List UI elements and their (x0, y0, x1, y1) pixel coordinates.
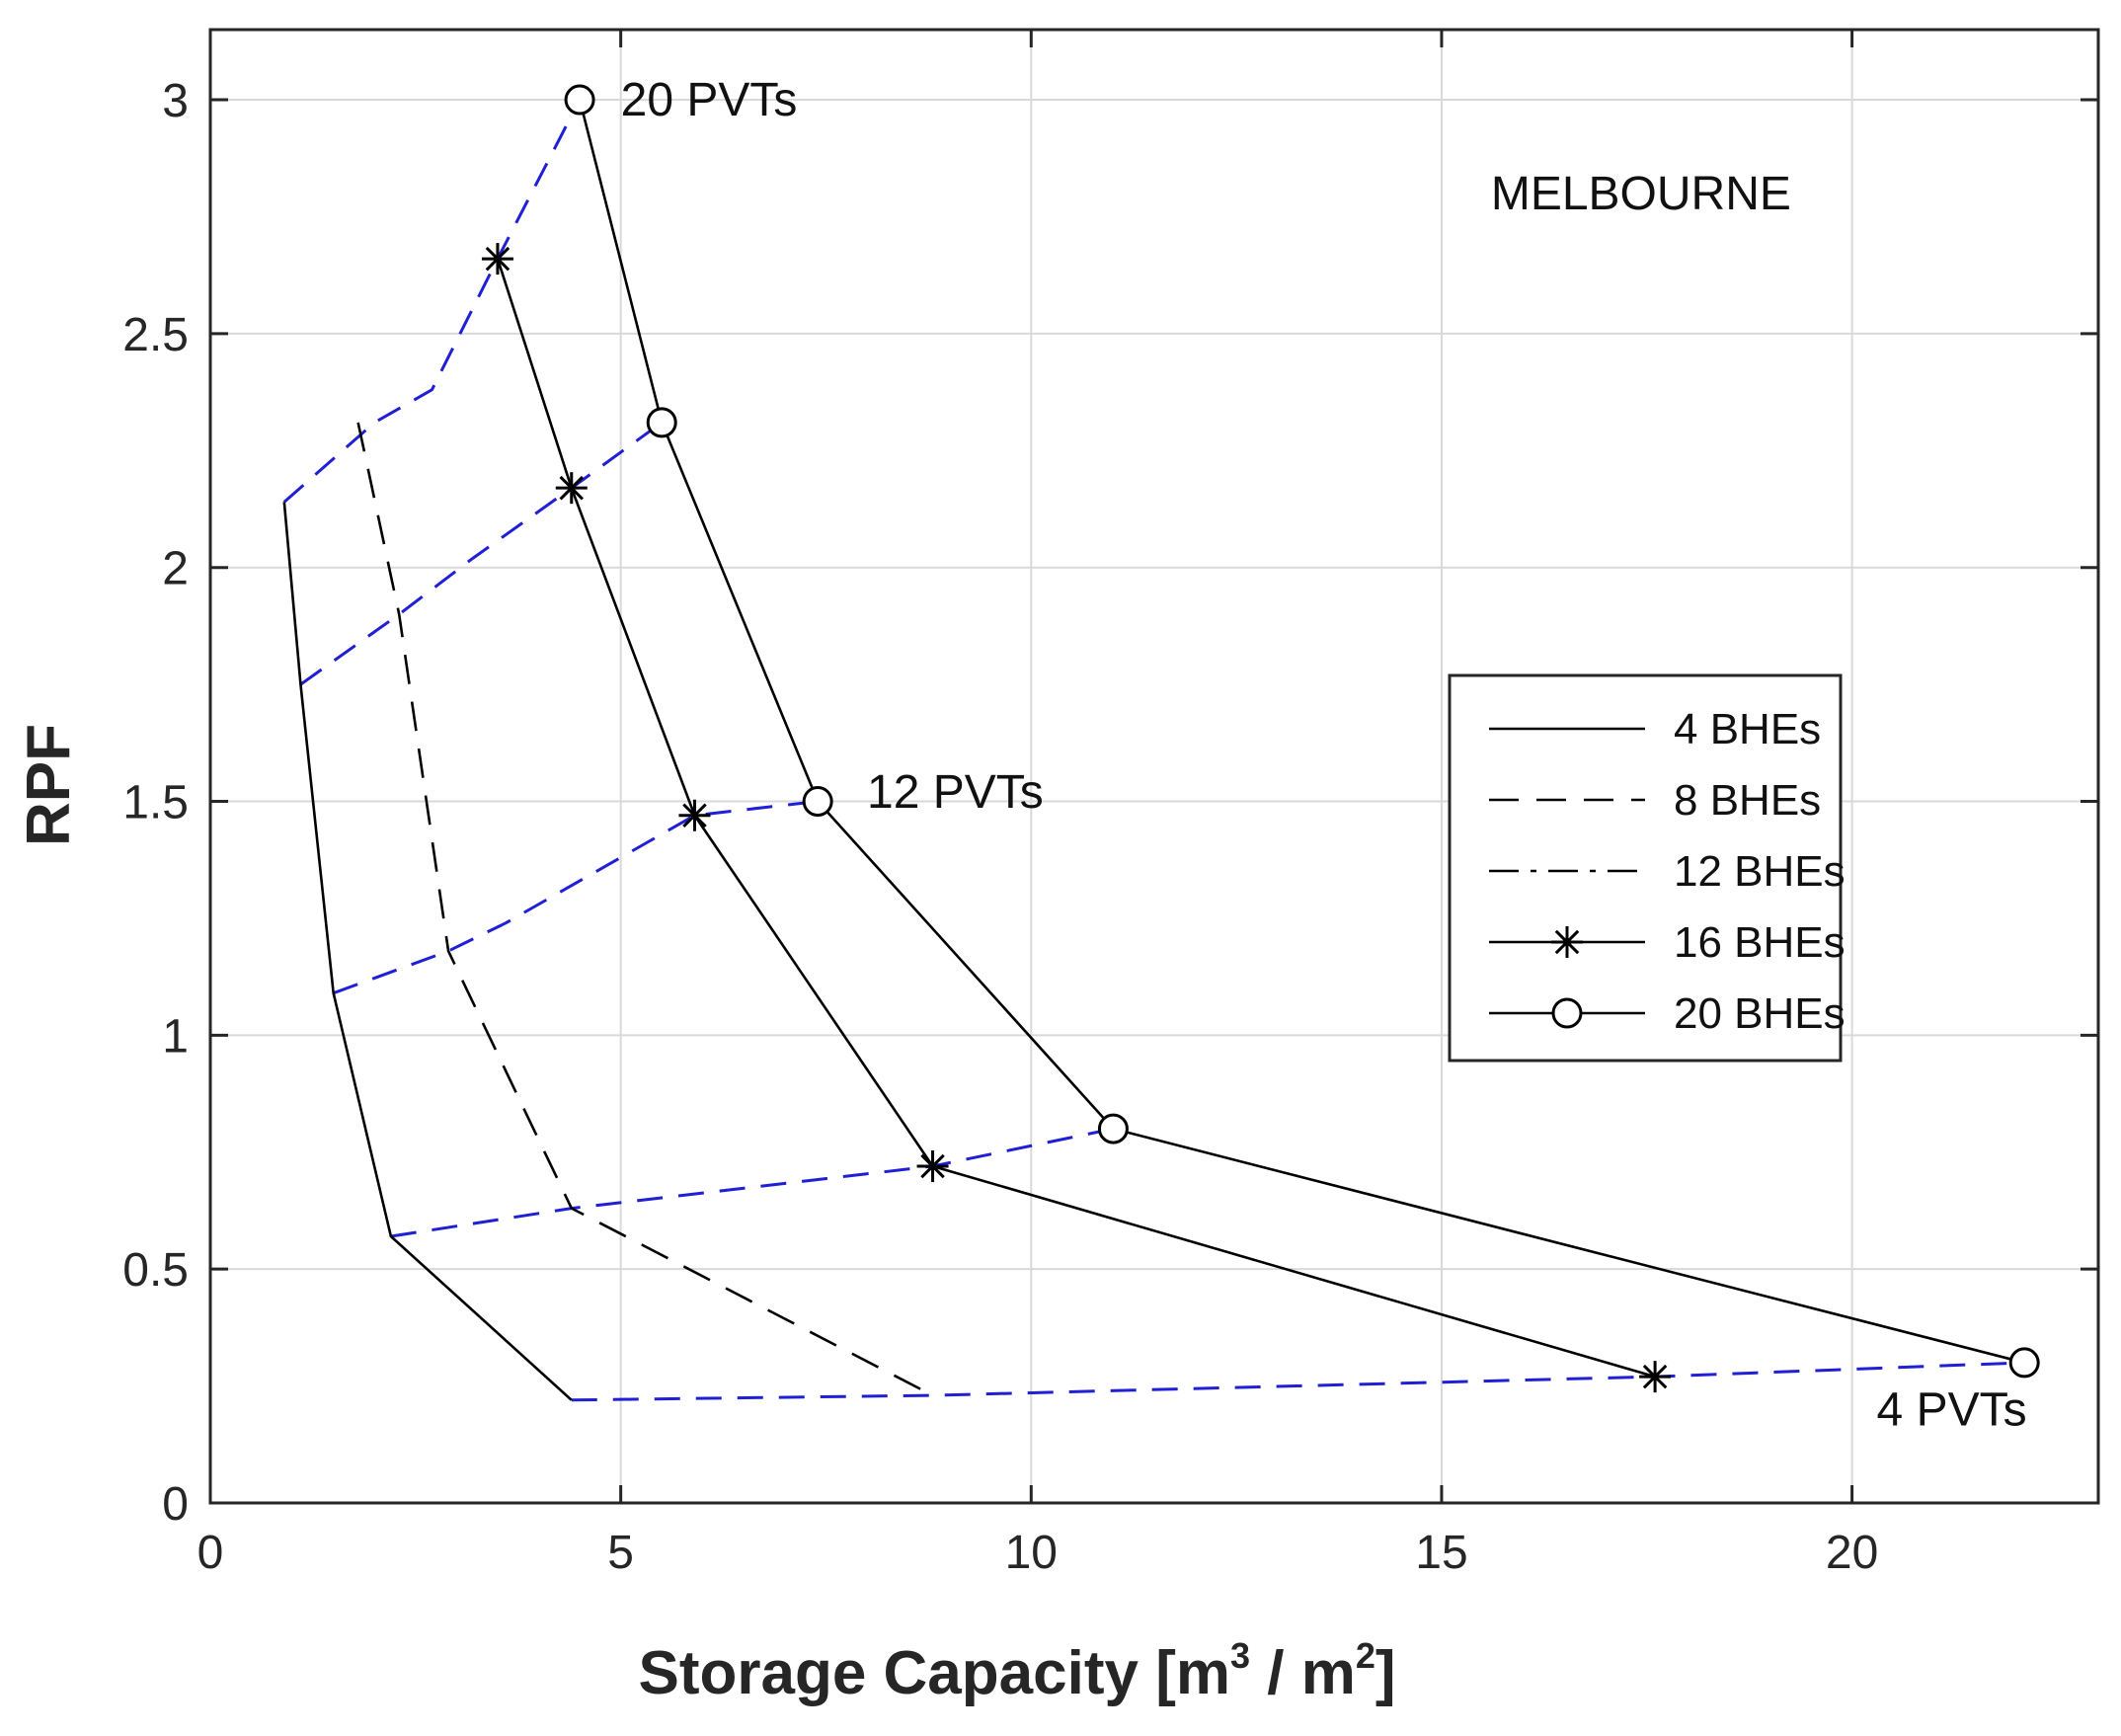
pvt-line-16-pvts (299, 421, 664, 686)
x-axis-title-sup2: 2 (1356, 1635, 1375, 1676)
series-line-4-bhes (282, 502, 573, 1401)
x-tick-label: 20 (1826, 1527, 1878, 1579)
star-stroke (485, 246, 511, 272)
x-tick-label: 15 (1415, 1527, 1467, 1579)
star-marker (555, 472, 588, 505)
legend-label: 8 BHEs (1674, 776, 1821, 825)
y-tick-label: 0.5 (122, 1244, 189, 1297)
pvt-line-4-pvts (571, 1361, 2025, 1402)
x-axis-title-mid: / m (1250, 1639, 1356, 1707)
plot-frame (208, 28, 2100, 1505)
y-tick-label: 2.5 (122, 309, 189, 361)
pvt-line-20-pvts (282, 99, 582, 504)
tick-labels: 0 5 10 15 20 0 0.5 1 1.5 2 2.5 3 (122, 75, 1878, 1579)
legend-label: 4 BHEs (1674, 705, 1821, 753)
star-stroke (1642, 1364, 1668, 1389)
star-marker (1639, 1361, 1672, 1393)
pvt-line-12-pvts (333, 800, 819, 995)
y-tick-label: 2 (162, 543, 189, 595)
y-tick-label: 3 (162, 75, 189, 127)
annotation-20-pvts: 20 PVTs (621, 74, 798, 126)
legend-circle-marker (1551, 997, 1583, 1029)
y-tick-label: 1 (162, 1010, 189, 1063)
annotations: 20 PVTs 12 PVTs 4 PVTs MELBOURNE (621, 74, 2027, 1436)
legend-label: 20 BHEs (1674, 989, 1846, 1038)
x-tick-label: 5 (607, 1527, 634, 1579)
circle-marker (564, 84, 595, 116)
x-axis-title-sup1: 3 (1230, 1635, 1250, 1676)
markers (481, 84, 2040, 1393)
legend-label: 16 BHEs (1674, 918, 1846, 967)
axes (208, 28, 2100, 1505)
legend-box (1448, 673, 1843, 1063)
star-stroke (920, 1153, 945, 1179)
x-axis-title-end: ] (1375, 1639, 1396, 1707)
circle-marker (2008, 1347, 2040, 1379)
star-stroke (682, 803, 707, 828)
annotation-12-pvts: 12 PVTs (867, 766, 1044, 819)
x-tick-label: 0 (197, 1527, 224, 1579)
series-line-8-bhes (356, 422, 934, 1397)
star-stroke (1554, 929, 1580, 955)
y-axis-title: RPF (15, 724, 83, 846)
x-axis-title-main: Storage Capacity [m (638, 1639, 1230, 1707)
star-marker (916, 1149, 949, 1182)
star-stroke (559, 475, 585, 501)
annotation-4-pvts: 4 PVTs (1877, 1383, 2027, 1436)
x-axis-title: Storage Capacity [m3 / m2] (638, 1635, 1395, 1707)
legend-label: 12 BHEs (1674, 847, 1846, 896)
circle-marker (1097, 1113, 1129, 1144)
circle-marker (802, 786, 833, 818)
legend-star-marker (1551, 926, 1583, 958)
star-marker (678, 799, 711, 831)
y-tick-label: 0 (162, 1478, 189, 1531)
circle-marker (646, 407, 677, 438)
legend: 4 BHEs 8 BHEs 12 BHEs 16 BHEs 20 BHEs (1448, 673, 1846, 1063)
pvt-line-8-pvts (390, 1127, 1114, 1238)
y-tick-label: 1.5 (122, 777, 189, 829)
pvt-lines (282, 99, 2025, 1402)
star-marker (481, 243, 513, 276)
x-tick-label: 10 (1005, 1527, 1058, 1579)
annotation-melbourne: MELBOURNE (1491, 168, 1791, 220)
